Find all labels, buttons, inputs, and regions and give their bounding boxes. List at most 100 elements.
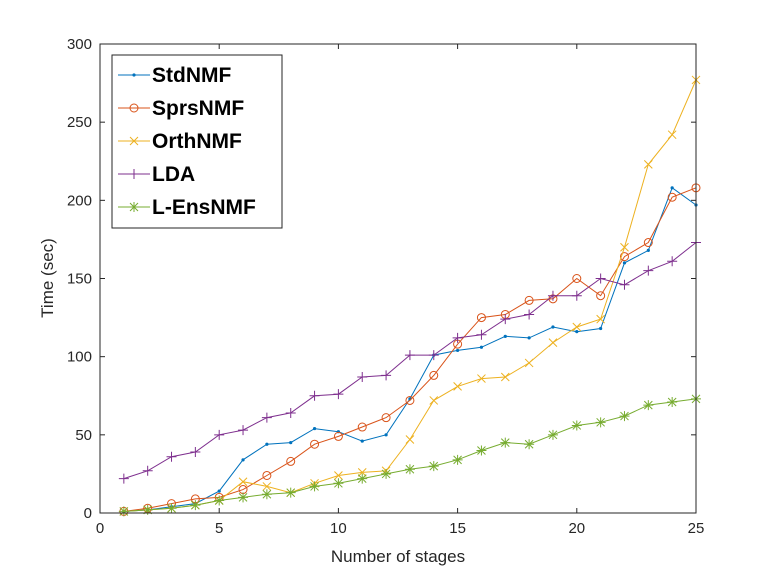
data-point-l-ensnmf <box>524 439 535 450</box>
data-point-lda <box>547 290 558 301</box>
data-point-l-ensnmf <box>428 461 439 472</box>
data-point-stdnmf <box>599 326 603 331</box>
data-point-sprsnmf <box>596 291 606 301</box>
y-tick-label: 250 <box>67 114 92 131</box>
data-point-lda <box>428 350 439 361</box>
data-point-sprsnmf <box>381 413 391 423</box>
x-axis-label: Number of stages <box>331 547 465 566</box>
data-point-stdnmf <box>622 261 627 265</box>
data-point-sprsnmf <box>524 295 534 305</box>
data-point-l-ensnmf <box>381 468 392 479</box>
data-point-l-ensnmf <box>643 400 654 411</box>
legend-marker <box>129 103 139 113</box>
data-point-lda <box>452 332 463 343</box>
legend-marker <box>132 73 136 77</box>
data-point-orthnmf <box>453 382 462 391</box>
data-point-orthnmf <box>548 338 558 347</box>
x-tick-label: 10 <box>330 520 347 537</box>
legend-marker <box>129 202 139 212</box>
series-lda <box>118 237 701 484</box>
data-point-lda <box>476 329 487 340</box>
data-point-orthnmf <box>667 130 677 140</box>
data-point-l-ensnmf <box>190 500 201 511</box>
data-point-sprsnmf <box>333 431 343 441</box>
data-point-l-ensnmf <box>619 411 630 422</box>
data-point-sprsnmf <box>476 313 486 323</box>
legend-label: LDA <box>152 163 195 186</box>
data-point-l-ensnmf <box>357 473 368 484</box>
legend-marker <box>129 169 139 179</box>
data-point-stdnmf <box>360 439 364 443</box>
data-point-l-ensnmf <box>404 464 415 475</box>
data-point-sprsnmf <box>667 192 677 202</box>
data-point-stdnmf <box>646 248 650 252</box>
data-point-l-ensnmf <box>452 454 463 465</box>
legend-item-l-ensnmf: L-EnsNMF <box>118 196 256 219</box>
data-point-l-ensnmf <box>285 487 296 498</box>
data-point-l-ensnmf <box>476 445 487 456</box>
data-point-lda <box>500 314 511 325</box>
data-point-orthnmf <box>524 358 534 368</box>
data-point-l-ensnmf <box>309 481 320 492</box>
data-point-lda <box>333 389 344 400</box>
data-point-orthnmf <box>596 314 605 324</box>
data-point-stdnmf <box>217 489 221 493</box>
data-point-sprsnmf <box>619 252 629 262</box>
legend: StdNMF SprsNMF OrthNMF LDA L-EnsNMF <box>111 54 283 229</box>
data-point-orthnmf <box>572 322 582 332</box>
data-point-lda <box>571 290 582 301</box>
data-point-stdnmf <box>479 345 484 349</box>
data-point-stdnmf <box>670 186 674 190</box>
data-point-orthnmf <box>500 372 510 382</box>
legend-item-orthnmf: OrthNMF <box>118 130 242 153</box>
legend-label: SprsNMF <box>152 97 244 120</box>
data-point-l-ensnmf <box>571 420 582 431</box>
data-point-l-ensnmf <box>142 504 153 515</box>
data-point-lda <box>619 279 630 290</box>
data-point-l-ensnmf <box>333 478 344 489</box>
data-point-sprsnmf <box>286 456 296 466</box>
data-point-stdnmf <box>456 348 460 353</box>
data-point-orthnmf <box>262 482 272 491</box>
data-point-lda <box>214 429 225 440</box>
data-point-stdnmf <box>527 336 531 340</box>
legend-marker <box>129 136 139 146</box>
y-tick-label: 150 <box>67 271 92 288</box>
data-point-stdnmf <box>241 458 245 462</box>
data-point-l-ensnmf <box>118 506 129 517</box>
x-tick-label: 25 <box>688 520 705 537</box>
y-tick-label: 300 <box>67 36 92 53</box>
legend-label: StdNMF <box>152 64 231 87</box>
data-point-sprsnmf <box>357 422 367 432</box>
data-point-orthnmf <box>429 396 439 405</box>
data-point-l-ensnmf <box>595 417 606 428</box>
legend-label: L-EnsNMF <box>152 196 256 219</box>
data-point-lda <box>118 473 129 484</box>
data-point-l-ensnmf <box>261 489 272 500</box>
data-point-sprsnmf <box>262 470 272 480</box>
data-point-orthnmf <box>477 374 486 383</box>
data-point-orthnmf <box>620 242 629 252</box>
x-tick-label: 0 <box>96 520 104 537</box>
data-point-lda <box>285 407 296 418</box>
data-point-stdnmf <box>312 426 317 431</box>
data-point-lda <box>309 390 320 401</box>
data-point-sprsnmf <box>429 370 439 380</box>
data-point-l-ensnmf <box>667 397 678 408</box>
y-axis-label: Time (sec) <box>38 238 57 318</box>
x-tick-label: 20 <box>568 520 585 537</box>
data-point-lda <box>166 451 177 462</box>
legend-item-lda: LDA <box>118 163 195 186</box>
data-point-stdnmf <box>384 433 388 437</box>
y-tick-label: 200 <box>67 192 92 209</box>
y-tick-label: 100 <box>67 349 92 366</box>
data-point-sprsnmf <box>405 395 415 405</box>
data-point-stdnmf <box>575 330 579 334</box>
data-point-orthnmf <box>357 467 367 477</box>
data-point-orthnmf <box>238 477 248 487</box>
data-point-lda <box>667 256 678 267</box>
data-point-l-ensnmf <box>166 503 177 514</box>
data-point-l-ensnmf <box>238 492 249 503</box>
data-point-lda <box>524 309 535 320</box>
